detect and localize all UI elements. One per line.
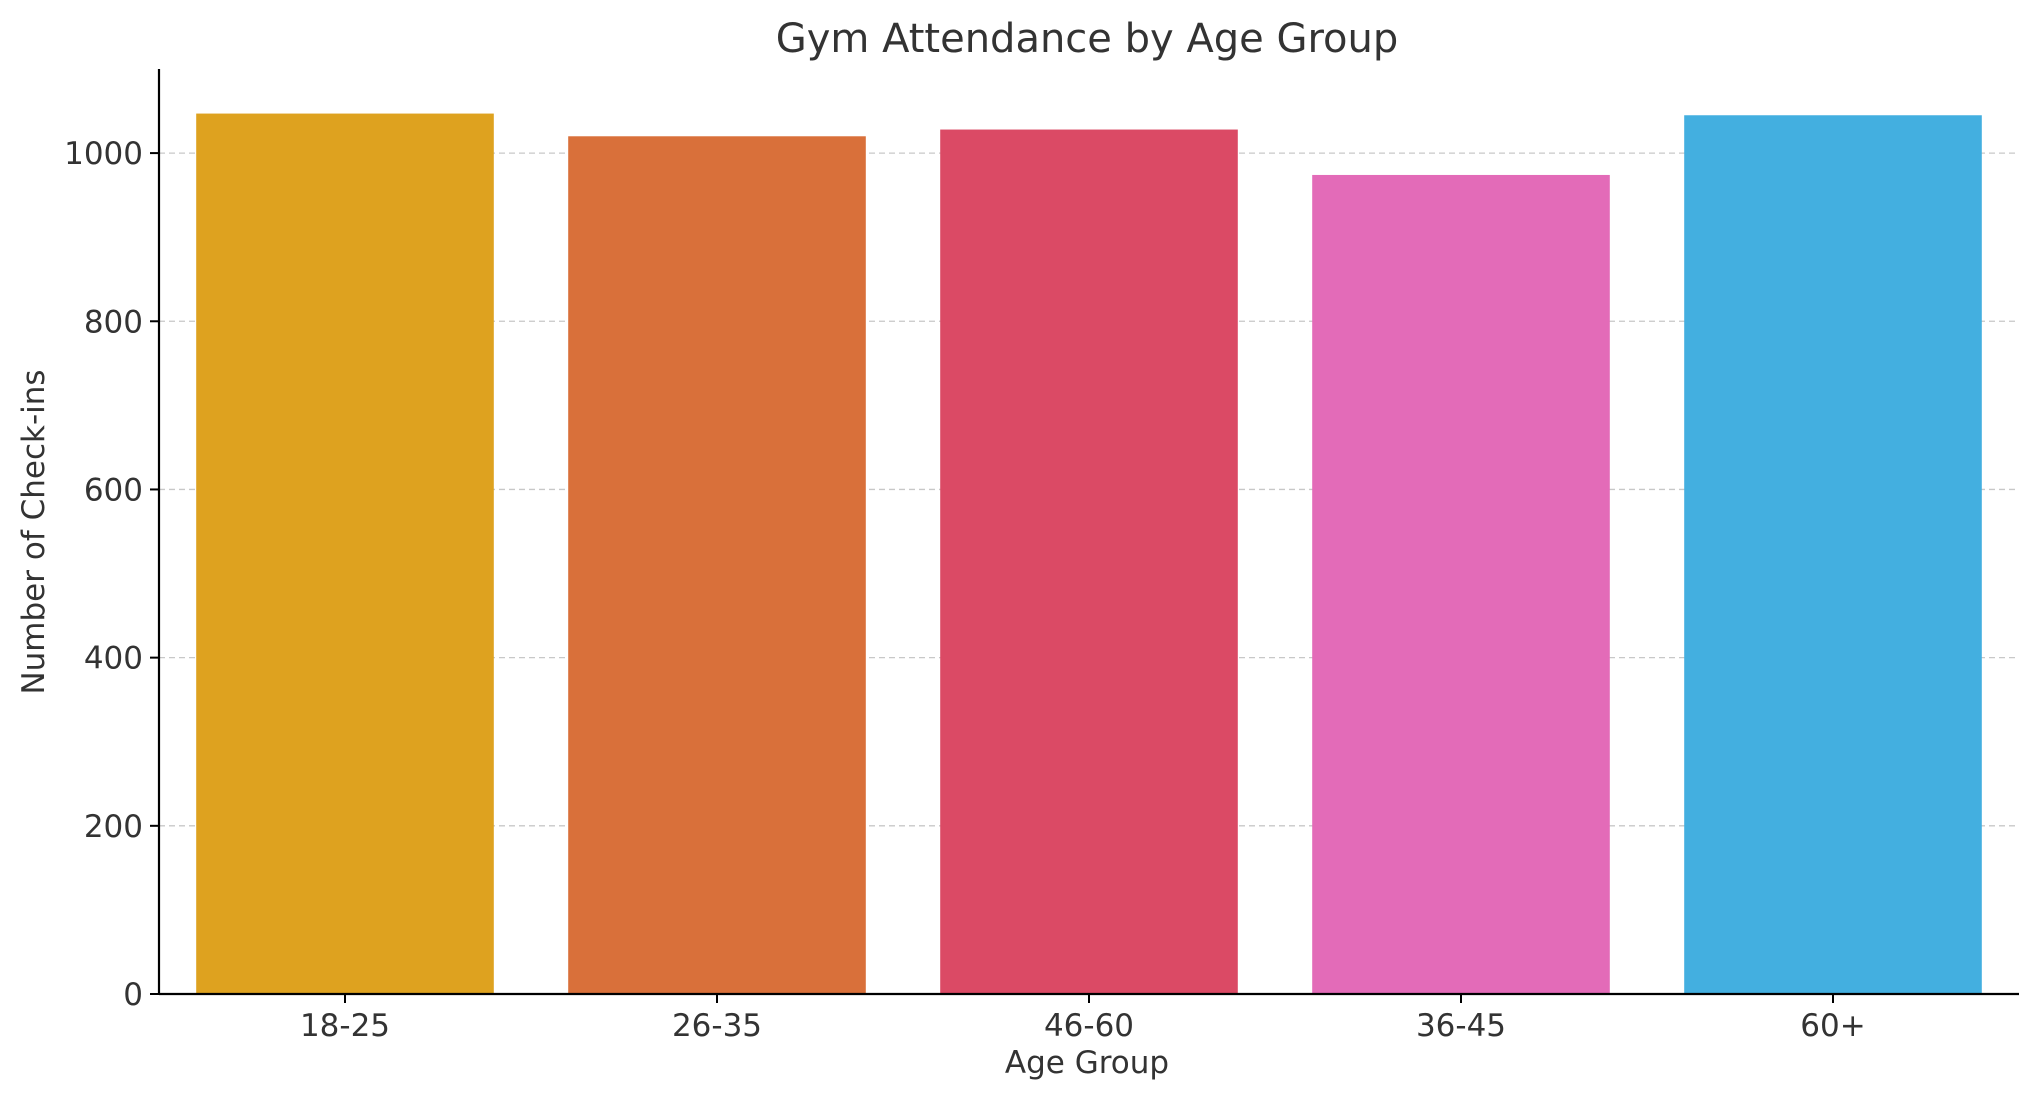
y-axis-label: Number of Check-ins: [16, 369, 52, 694]
x-tick-label: 18-25: [300, 1008, 390, 1044]
bar-60+: [1684, 115, 1982, 994]
y-tick-label: 0: [123, 977, 143, 1013]
x-tick-label: 60+: [1800, 1008, 1865, 1044]
y-ticks: 0 200 400 600 800 1000: [64, 136, 159, 1013]
y-tick-label: 200: [84, 809, 143, 845]
chart-title: Gym Attendance by Age Group: [776, 16, 1399, 62]
x-tick-label: 36-45: [1416, 1008, 1506, 1044]
y-tick-label: 600: [84, 472, 143, 508]
x-axis-label: Age Group: [1005, 1045, 1169, 1081]
x-tick-label: 26-35: [672, 1008, 762, 1044]
x-tick-label: 46-60: [1044, 1008, 1134, 1044]
y-tick-label: 800: [84, 304, 143, 340]
y-tick-label: 400: [84, 641, 143, 677]
bars: [196, 113, 1982, 995]
bar-26-35: [568, 136, 866, 995]
bar-18-25: [196, 113, 494, 995]
y-tick-label: 1000: [64, 136, 143, 172]
bar-36-45: [1312, 174, 1610, 995]
x-ticks: 18-25 26-35 46-60 36-45 60+: [300, 994, 1866, 1044]
bar-46-60: [940, 129, 1238, 994]
